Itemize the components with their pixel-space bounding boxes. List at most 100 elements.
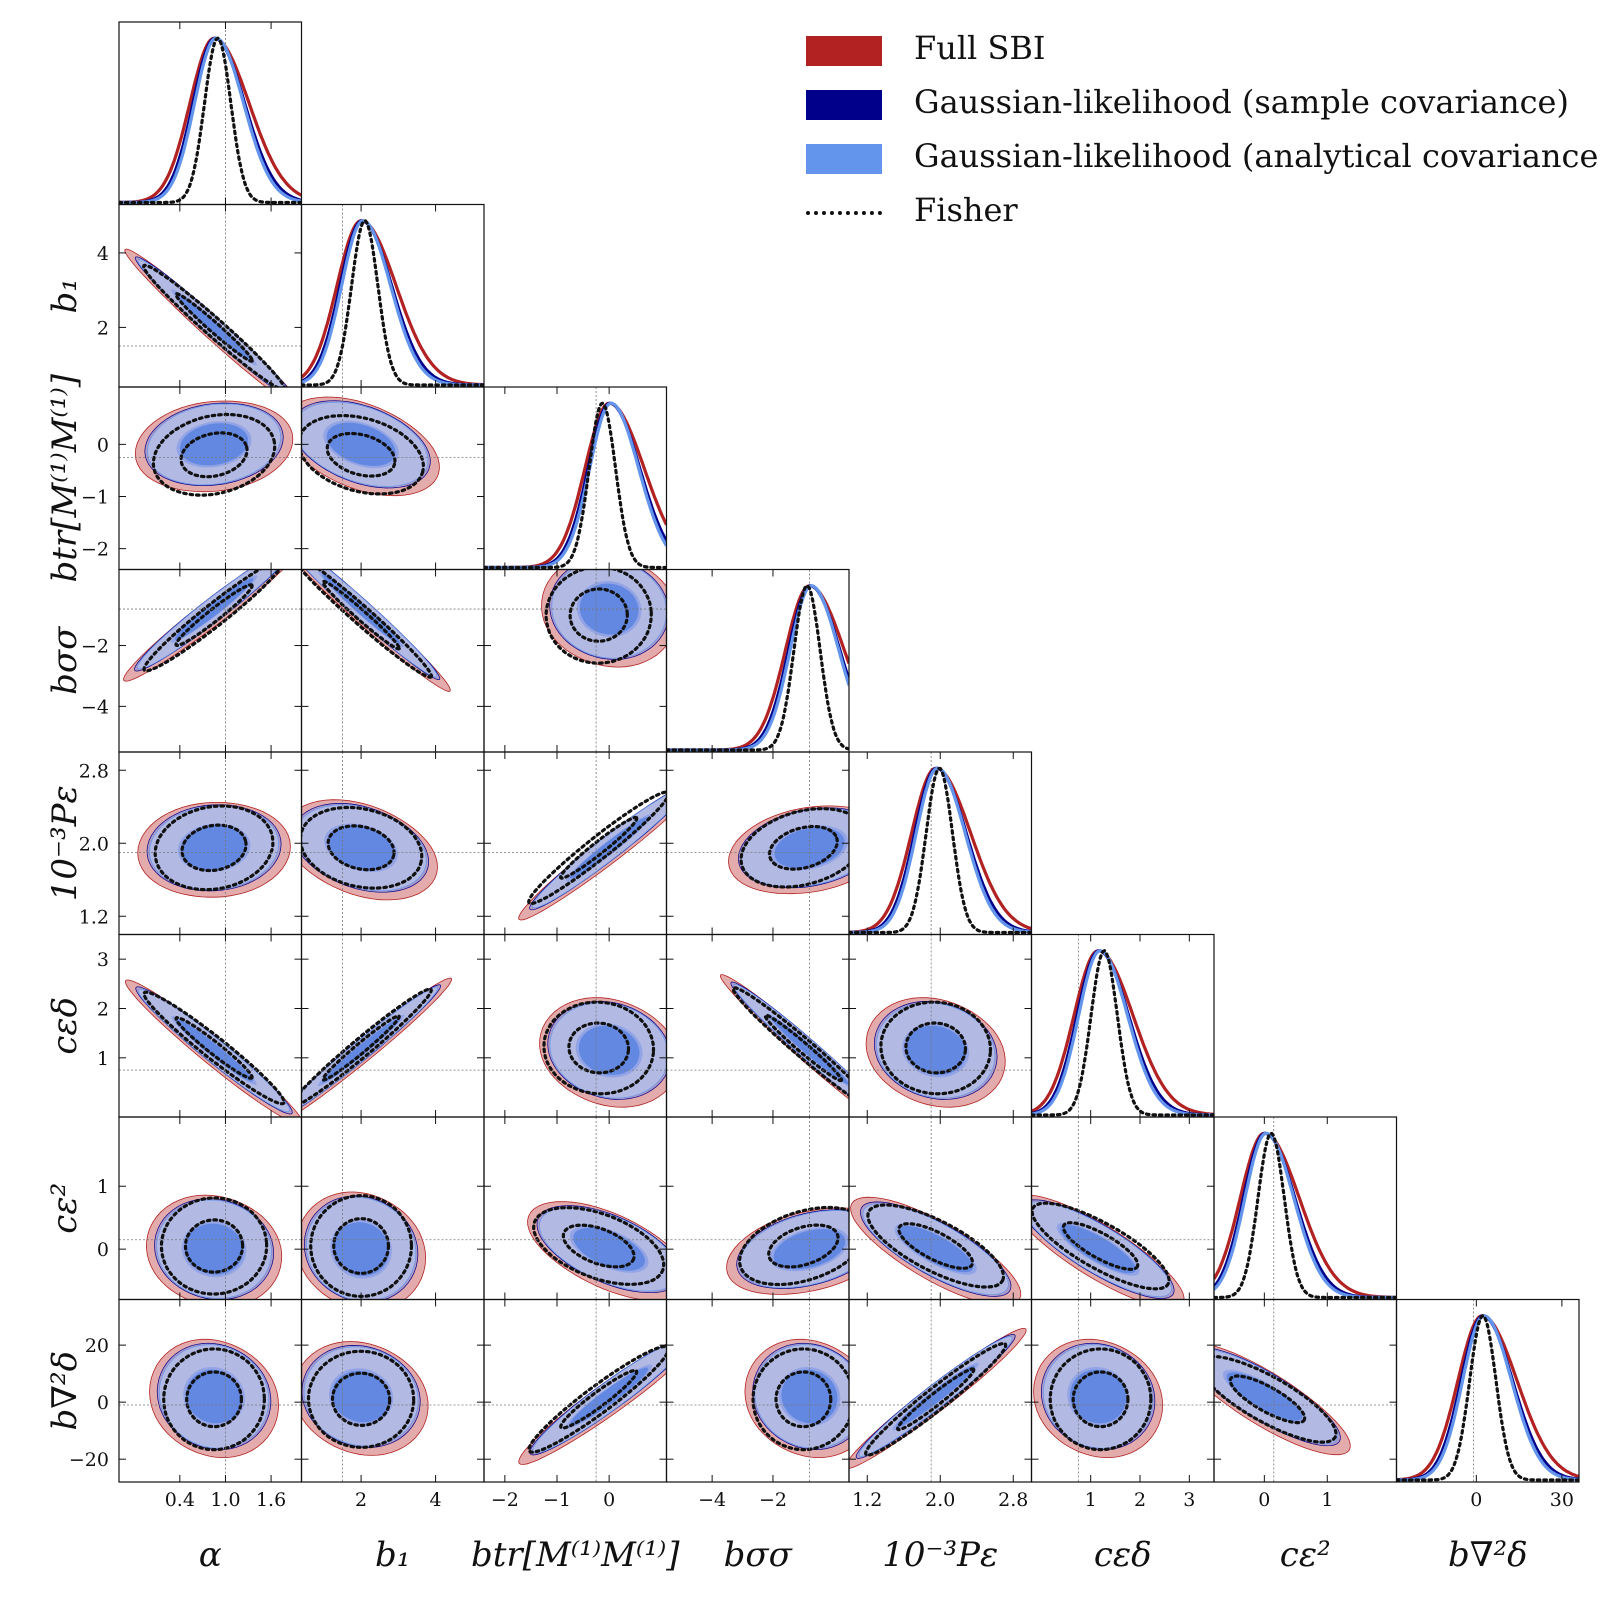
marginal-bss	[666, 569, 849, 752]
marginal-analytical	[1396, 1314, 1579, 1482]
contour-fisher-inner	[325, 431, 397, 478]
contour-fisher-outer	[306, 1349, 416, 1449]
x-axis-label: α	[199, 1535, 222, 1575]
marginal-alpha	[119, 22, 302, 205]
y-axis-label: cεδ	[45, 997, 85, 1055]
contour-analytical-inner	[896, 1365, 975, 1428]
contour-fisher-outer	[527, 790, 667, 906]
marginal-ced	[1031, 934, 1214, 1117]
legend-swatch-gaussian-analytical	[806, 144, 882, 174]
legend-item-full-sbi: Full SBI	[806, 26, 1586, 80]
panel-Peps-vs-b1	[301, 752, 484, 935]
contour-fisher-outer	[1031, 1201, 1171, 1291]
contour-fisher-outer	[751, 1347, 849, 1452]
legend-swatch-gaussian-sample	[806, 90, 882, 120]
y-tick-label: 2.0	[79, 833, 109, 855]
panel-ced-vs-bss	[666, 934, 849, 1117]
contour-fisher-inner	[767, 1223, 840, 1269]
contour-fisher-outer	[527, 1344, 667, 1454]
panel-bn2d-vs-btr	[484, 1299, 667, 1482]
contour-analytical-inner	[321, 1017, 401, 1083]
panel-Peps-vs-btr	[484, 752, 667, 935]
x-tick-label: 1	[1321, 1489, 1333, 1511]
y-axis-label: b₁	[45, 278, 85, 313]
x-tick-label: 1.2	[852, 1489, 882, 1511]
contour-fisher-outer	[879, 1000, 993, 1096]
x-tick-label: −2	[759, 1489, 787, 1511]
contour-fisher-outer	[301, 805, 424, 890]
x-tick-label: 4	[430, 1489, 442, 1511]
marginal-sbi	[1214, 1131, 1397, 1299]
marginal-sample	[666, 584, 849, 752]
marginal-fisher	[301, 219, 484, 387]
panel-ced-vs-btr	[484, 934, 667, 1117]
panel-bn2d-vs-alpha	[119, 1299, 302, 1482]
contour-fisher-outer	[1214, 1354, 1338, 1444]
marginal-fisher	[666, 584, 849, 752]
y-tick-label: −2	[81, 636, 109, 658]
x-tick-label: 0	[603, 1489, 615, 1511]
panel-bn2d-vs-ced	[1031, 1299, 1214, 1482]
panel-frame	[483, 386, 668, 571]
y-tick-label: 4	[97, 243, 109, 265]
legend-item-gaussian-analytical: Gaussian-likelihood (analytical covarian…	[806, 134, 1600, 188]
marginal-fisher	[119, 36, 302, 205]
panel-ce2-vs-bss	[666, 1117, 849, 1300]
contour-fisher-outer	[301, 987, 433, 1105]
contour-fisher-inner	[332, 1216, 391, 1276]
y-axis-label: bσσ	[45, 626, 85, 695]
contour-analytical-inner	[181, 825, 247, 870]
y-tick-label: 20	[85, 1335, 109, 1357]
contour-fisher-inner	[180, 823, 248, 873]
panel-frame	[118, 203, 303, 388]
x-axis-label: cεδ	[1094, 1535, 1152, 1575]
contour-fisher-outer	[162, 1347, 267, 1452]
panel-ce2-vs-ced	[1031, 1117, 1214, 1300]
y-tick-label: 1.2	[79, 906, 109, 928]
x-tick-label: 1.0	[210, 1489, 240, 1511]
y-tick-label: −4	[81, 696, 109, 718]
contour-fisher-outer	[863, 1342, 1008, 1457]
contour-fisher-inner	[330, 1371, 392, 1427]
panel-bss-vs-btr	[484, 569, 667, 752]
contour-fisher-outer	[731, 986, 849, 1098]
x-tick-label: 2.8	[998, 1489, 1028, 1511]
contour-fisher-outer	[544, 569, 653, 665]
contour-analytical-inner	[175, 1019, 253, 1082]
contour-fisher-outer	[159, 1196, 269, 1296]
panel-bss-vs-alpha	[119, 569, 302, 752]
marginal-sbi	[849, 766, 1032, 934]
contour-fisher-inner	[567, 1021, 631, 1075]
panel-bn2d-vs-bss	[666, 1299, 849, 1482]
panel-bn2d-vs-Peps	[849, 1299, 1032, 1482]
legend-label: Fisher	[914, 191, 1018, 229]
contour-fisher-inner	[561, 1223, 636, 1269]
contour-fisher-outer	[151, 412, 277, 497]
panel-ce2-vs-Peps	[849, 1117, 1032, 1300]
contour-fisher-inner	[559, 1368, 639, 1430]
contour-fisher-inner	[767, 824, 839, 871]
contour-fisher-outer	[542, 1000, 656, 1096]
panel-ced-vs-b1	[301, 934, 484, 1117]
contour-fisher-inner	[326, 824, 396, 872]
contour-analytical-inner	[898, 1226, 973, 1273]
contour-fisher-inner	[174, 292, 254, 363]
marginal-fisher	[1396, 1313, 1579, 1482]
y-axis-label: 10⁻³Pε	[45, 785, 85, 901]
x-tick-label: 2	[1134, 1489, 1146, 1511]
contour-fisher-inner	[183, 1218, 245, 1274]
marginal-Peps	[849, 752, 1032, 935]
x-tick-label: 1	[1085, 1489, 1097, 1511]
contour-analytical-inner	[905, 1025, 967, 1075]
panel-btr-vs-b1	[301, 387, 484, 570]
x-tick-label: 0	[1258, 1489, 1270, 1511]
contour-fisher-outer	[737, 1205, 849, 1287]
marginal-btr	[484, 387, 667, 570]
x-axis-label: bσσ	[724, 1535, 793, 1575]
panel-frame	[118, 21, 303, 206]
panel-ce2-vs-btr	[484, 1117, 667, 1300]
contour-fisher-outer	[866, 1203, 1006, 1289]
marginal-b1	[301, 204, 484, 387]
panel-Peps-vs-alpha	[119, 752, 302, 935]
